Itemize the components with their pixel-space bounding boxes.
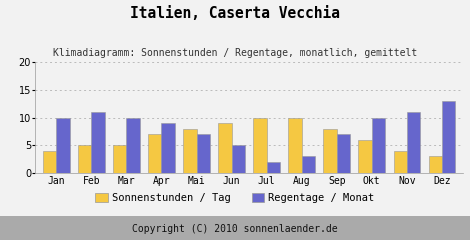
Bar bbox=[359, 140, 372, 173]
Bar bbox=[43, 151, 56, 173]
Bar bbox=[302, 156, 315, 173]
Bar bbox=[78, 145, 91, 173]
Legend: Sonnenstunden / Tag, Regentage / Monat: Sonnenstunden / Tag, Regentage / Monat bbox=[91, 189, 379, 207]
Bar bbox=[393, 151, 407, 173]
Bar bbox=[126, 118, 140, 173]
Bar bbox=[323, 129, 337, 173]
Bar bbox=[56, 118, 70, 173]
Bar bbox=[183, 129, 196, 173]
Bar bbox=[372, 118, 385, 173]
Bar bbox=[442, 101, 455, 173]
Bar bbox=[218, 123, 232, 173]
Text: Copyright (C) 2010 sonnenlaender.de: Copyright (C) 2010 sonnenlaender.de bbox=[132, 224, 338, 234]
Bar bbox=[113, 145, 126, 173]
Bar bbox=[266, 162, 280, 173]
Bar bbox=[162, 123, 175, 173]
Bar bbox=[407, 112, 420, 173]
Bar bbox=[289, 118, 302, 173]
Bar bbox=[253, 118, 266, 173]
Text: Italien, Caserta Vecchia: Italien, Caserta Vecchia bbox=[130, 6, 340, 21]
Bar bbox=[232, 145, 245, 173]
Bar bbox=[196, 134, 210, 173]
Bar bbox=[148, 134, 162, 173]
Bar bbox=[91, 112, 105, 173]
Bar bbox=[429, 156, 442, 173]
Bar bbox=[337, 134, 350, 173]
Text: Klimadiagramm: Sonnenstunden / Regentage, monatlich, gemittelt: Klimadiagramm: Sonnenstunden / Regentage… bbox=[53, 48, 417, 58]
